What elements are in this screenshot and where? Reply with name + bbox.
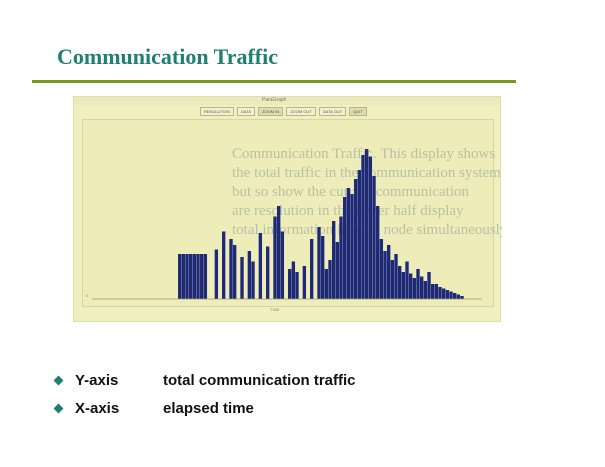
toolbar-button-data[interactable]: DATA <box>237 107 256 116</box>
traffic-bar <box>339 216 343 299</box>
traffic-bar <box>412 278 417 299</box>
toolbar-button-quit[interactable]: QUIT <box>349 107 367 116</box>
traffic-bar <box>291 261 296 299</box>
embedded-screenshot: ParaGraph RESOLUTION DATA ZOOM IN ZOOM O… <box>73 96 502 322</box>
traffic-bar <box>427 272 431 299</box>
traffic-bar <box>229 239 233 299</box>
traffic-bar <box>277 206 281 299</box>
background-text-line: but so show the current communication <box>232 184 470 200</box>
traffic-bar <box>317 227 321 299</box>
bullet-item-x-axis: X-axis elapsed time <box>52 394 356 422</box>
bullet-term: X-axis <box>75 399 120 417</box>
traffic-bar <box>398 266 402 299</box>
traffic-bar <box>361 155 365 299</box>
traffic-bar <box>453 293 457 299</box>
traffic-bar <box>445 290 450 299</box>
traffic-bar <box>251 261 255 299</box>
bullet-term: Y-axis <box>75 371 119 389</box>
x-axis-label: TIME <box>270 307 280 312</box>
traffic-bar <box>354 179 358 299</box>
traffic-bar <box>178 254 182 299</box>
window-titlebar: ParaGraph <box>74 97 500 105</box>
bullet-diamond-icon <box>53 375 64 385</box>
traffic-bar <box>456 294 461 299</box>
traffic-bar <box>409 273 413 299</box>
toolbar-button-zoom-out[interactable]: ZOOM OUT <box>286 107 316 116</box>
toolbar-button-resolution[interactable]: RESOLUTION <box>200 107 235 116</box>
traffic-bar <box>233 245 237 299</box>
traffic-bar <box>321 236 325 299</box>
window-title: ParaGraph <box>262 97 287 103</box>
traffic-bar <box>247 251 252 299</box>
traffic-bar <box>431 284 435 299</box>
traffic-bar <box>434 284 439 299</box>
bullet-list: Y-axis total communication traffic X-axi… <box>52 366 356 422</box>
traffic-bar <box>438 287 442 299</box>
traffic-chart <box>92 149 482 300</box>
toolbar-button-data-out[interactable]: DATA OUT <box>318 107 347 116</box>
traffic-bar <box>376 206 380 299</box>
traffic-bar <box>401 272 406 299</box>
traffic-bar <box>328 260 332 299</box>
traffic-bar <box>416 269 420 299</box>
traffic-bar <box>332 221 336 299</box>
traffic-bar <box>357 170 362 299</box>
traffic-bar <box>449 291 453 299</box>
traffic-bar <box>365 149 369 299</box>
traffic-bar <box>442 288 446 299</box>
traffic-bar <box>196 254 200 299</box>
bullet-item-y-axis: Y-axis total communication traffic <box>52 366 356 394</box>
toolbar-button-zoom-in[interactable]: ZOOM IN <box>258 107 284 116</box>
traffic-bar <box>240 257 244 299</box>
traffic-bar <box>460 296 464 299</box>
traffic-bar <box>346 188 351 299</box>
traffic-bar <box>387 245 391 299</box>
traffic-bar <box>372 176 376 299</box>
traffic-bar <box>280 231 285 299</box>
traffic-bar <box>222 231 226 299</box>
bullet-description: total communication traffic <box>163 371 356 389</box>
traffic-bar <box>383 251 387 299</box>
traffic-bar <box>189 254 193 299</box>
traffic-bar <box>324 269 329 299</box>
slide-title: Communication Traffic <box>57 44 278 69</box>
traffic-bar <box>288 269 292 299</box>
traffic-bar <box>394 254 398 299</box>
window-toolbar: RESOLUTION DATA ZOOM IN ZOOM OUT DATA OU… <box>200 107 367 116</box>
traffic-bar <box>203 254 208 299</box>
traffic-bar <box>368 156 373 299</box>
y-axis-zero-label: 0 <box>86 293 89 298</box>
traffic-bar <box>266 246 270 299</box>
traffic-bar <box>310 239 314 299</box>
traffic-bar <box>343 197 347 299</box>
traffic-bar <box>335 242 340 299</box>
traffic-bar <box>181 254 186 299</box>
traffic-bar <box>423 281 428 299</box>
traffic-bar <box>200 254 204 299</box>
traffic-bar <box>420 276 424 299</box>
traffic-bar <box>379 239 384 299</box>
traffic-bar <box>185 254 189 299</box>
traffic-bar <box>350 194 354 299</box>
bullet-diamond-icon <box>53 403 64 413</box>
background-text-line: Communication Traffic. This display show… <box>232 146 496 162</box>
traffic-bar <box>405 261 409 299</box>
traffic-bar <box>273 216 277 299</box>
traffic-bar <box>258 233 263 299</box>
traffic-bar <box>192 254 197 299</box>
title-underline <box>32 80 516 83</box>
traffic-bar <box>214 249 219 299</box>
bullet-description: elapsed time <box>163 399 254 417</box>
traffic-bar <box>390 260 395 299</box>
traffic-bar <box>302 266 307 299</box>
traffic-bar <box>295 272 299 299</box>
